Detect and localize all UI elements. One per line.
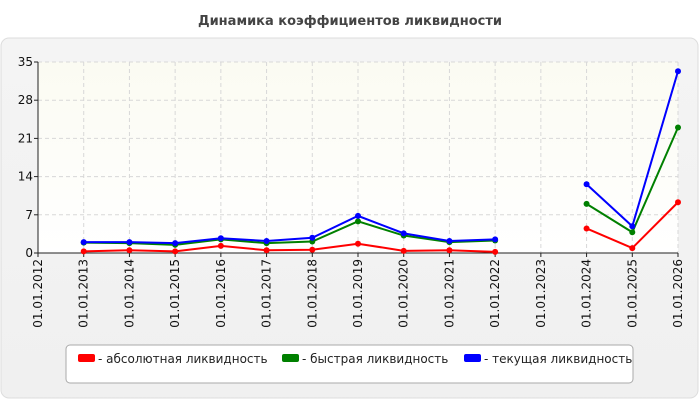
y-tick-label: 28 (18, 93, 33, 107)
data-point (355, 212, 361, 219)
data-point (263, 247, 270, 254)
data-point (492, 248, 499, 255)
data-point (583, 200, 590, 207)
data-point (217, 235, 224, 242)
data-point (355, 218, 361, 225)
legend-items: - абсолютная ликвидность - быстрая ликвид… (78, 352, 632, 366)
series-line (83, 242, 496, 253)
y-tick-label: 7 (25, 208, 33, 222)
x-tick-label: 01.01.2016 (214, 259, 228, 328)
x-tick-label: 01.01.2021 (442, 259, 456, 328)
x-axis-ticks: 01.01.2012 01.01.2013 01.01.2014 01.01.2015… (31, 259, 685, 328)
x-tick-label: 01.01.2013 (77, 259, 91, 328)
x-tick-label: 01.01.2019 (351, 259, 365, 328)
x-tick-label: 01.01.2024 (580, 259, 594, 328)
legend-swatch-1 (78, 354, 95, 362)
data-point (217, 242, 224, 249)
data-point (400, 247, 407, 254)
x-tick-label: 01.01.2015 (168, 259, 182, 328)
data-point (80, 248, 87, 255)
data-point (446, 237, 453, 244)
x-tick-label: 01.01.2022 (488, 259, 502, 328)
data-point (583, 225, 590, 232)
chart-title: Динамика коэффициентов ликвидности (198, 14, 502, 29)
data-point (675, 124, 681, 131)
legend (65, 344, 634, 384)
x-tick-label: 01.01.2014 (122, 259, 136, 328)
data-point (172, 240, 179, 247)
axes (34, 61, 679, 257)
legend-label-2: - быстрая ликвидность (302, 352, 448, 366)
x-tick-label: 01.01.2012 (31, 259, 45, 328)
series-group (80, 68, 681, 255)
y-tick-label: 21 (18, 131, 33, 145)
legend-swatch-2 (282, 354, 299, 362)
data-point (263, 237, 270, 244)
legend-label-3: - текущая ликвидность (484, 352, 632, 366)
data-point (446, 247, 453, 254)
data-point (80, 239, 87, 246)
x-tick-label: 01.01.2023 (534, 259, 548, 328)
data-point (675, 199, 681, 206)
data-point (492, 236, 499, 243)
data-point (629, 223, 636, 230)
y-tick-label: 35 (18, 55, 33, 69)
x-tick-label: 01.01.2018 (305, 259, 319, 328)
series-line (83, 220, 496, 246)
legend-swatch-3 (464, 354, 481, 362)
x-tick-label: 01.01.2025 (625, 259, 639, 328)
data-point (675, 68, 681, 75)
y-axis-ticks: 0 7 14 21 28 35 (18, 55, 33, 260)
y-tick-label: 0 (25, 246, 33, 260)
x-tick-label: 01.01.2026 (671, 259, 685, 328)
series-3 (80, 68, 681, 247)
x-tick-label: 01.01.2020 (397, 259, 411, 328)
legend-label-1: - абсолютная ликвидность (98, 352, 268, 366)
data-point (583, 181, 590, 188)
data-point (400, 230, 407, 237)
data-point (126, 239, 133, 246)
data-point (126, 247, 133, 254)
data-point (309, 246, 316, 253)
data-point (355, 240, 361, 247)
data-point (172, 248, 179, 255)
data-point (629, 245, 636, 252)
y-tick-label: 14 (18, 170, 33, 184)
data-point (629, 229, 636, 236)
grid-lines (38, 61, 679, 253)
series-line (83, 214, 496, 245)
series-1 (80, 199, 681, 255)
data-point (309, 234, 316, 241)
x-tick-label: 01.01.2017 (260, 259, 274, 328)
